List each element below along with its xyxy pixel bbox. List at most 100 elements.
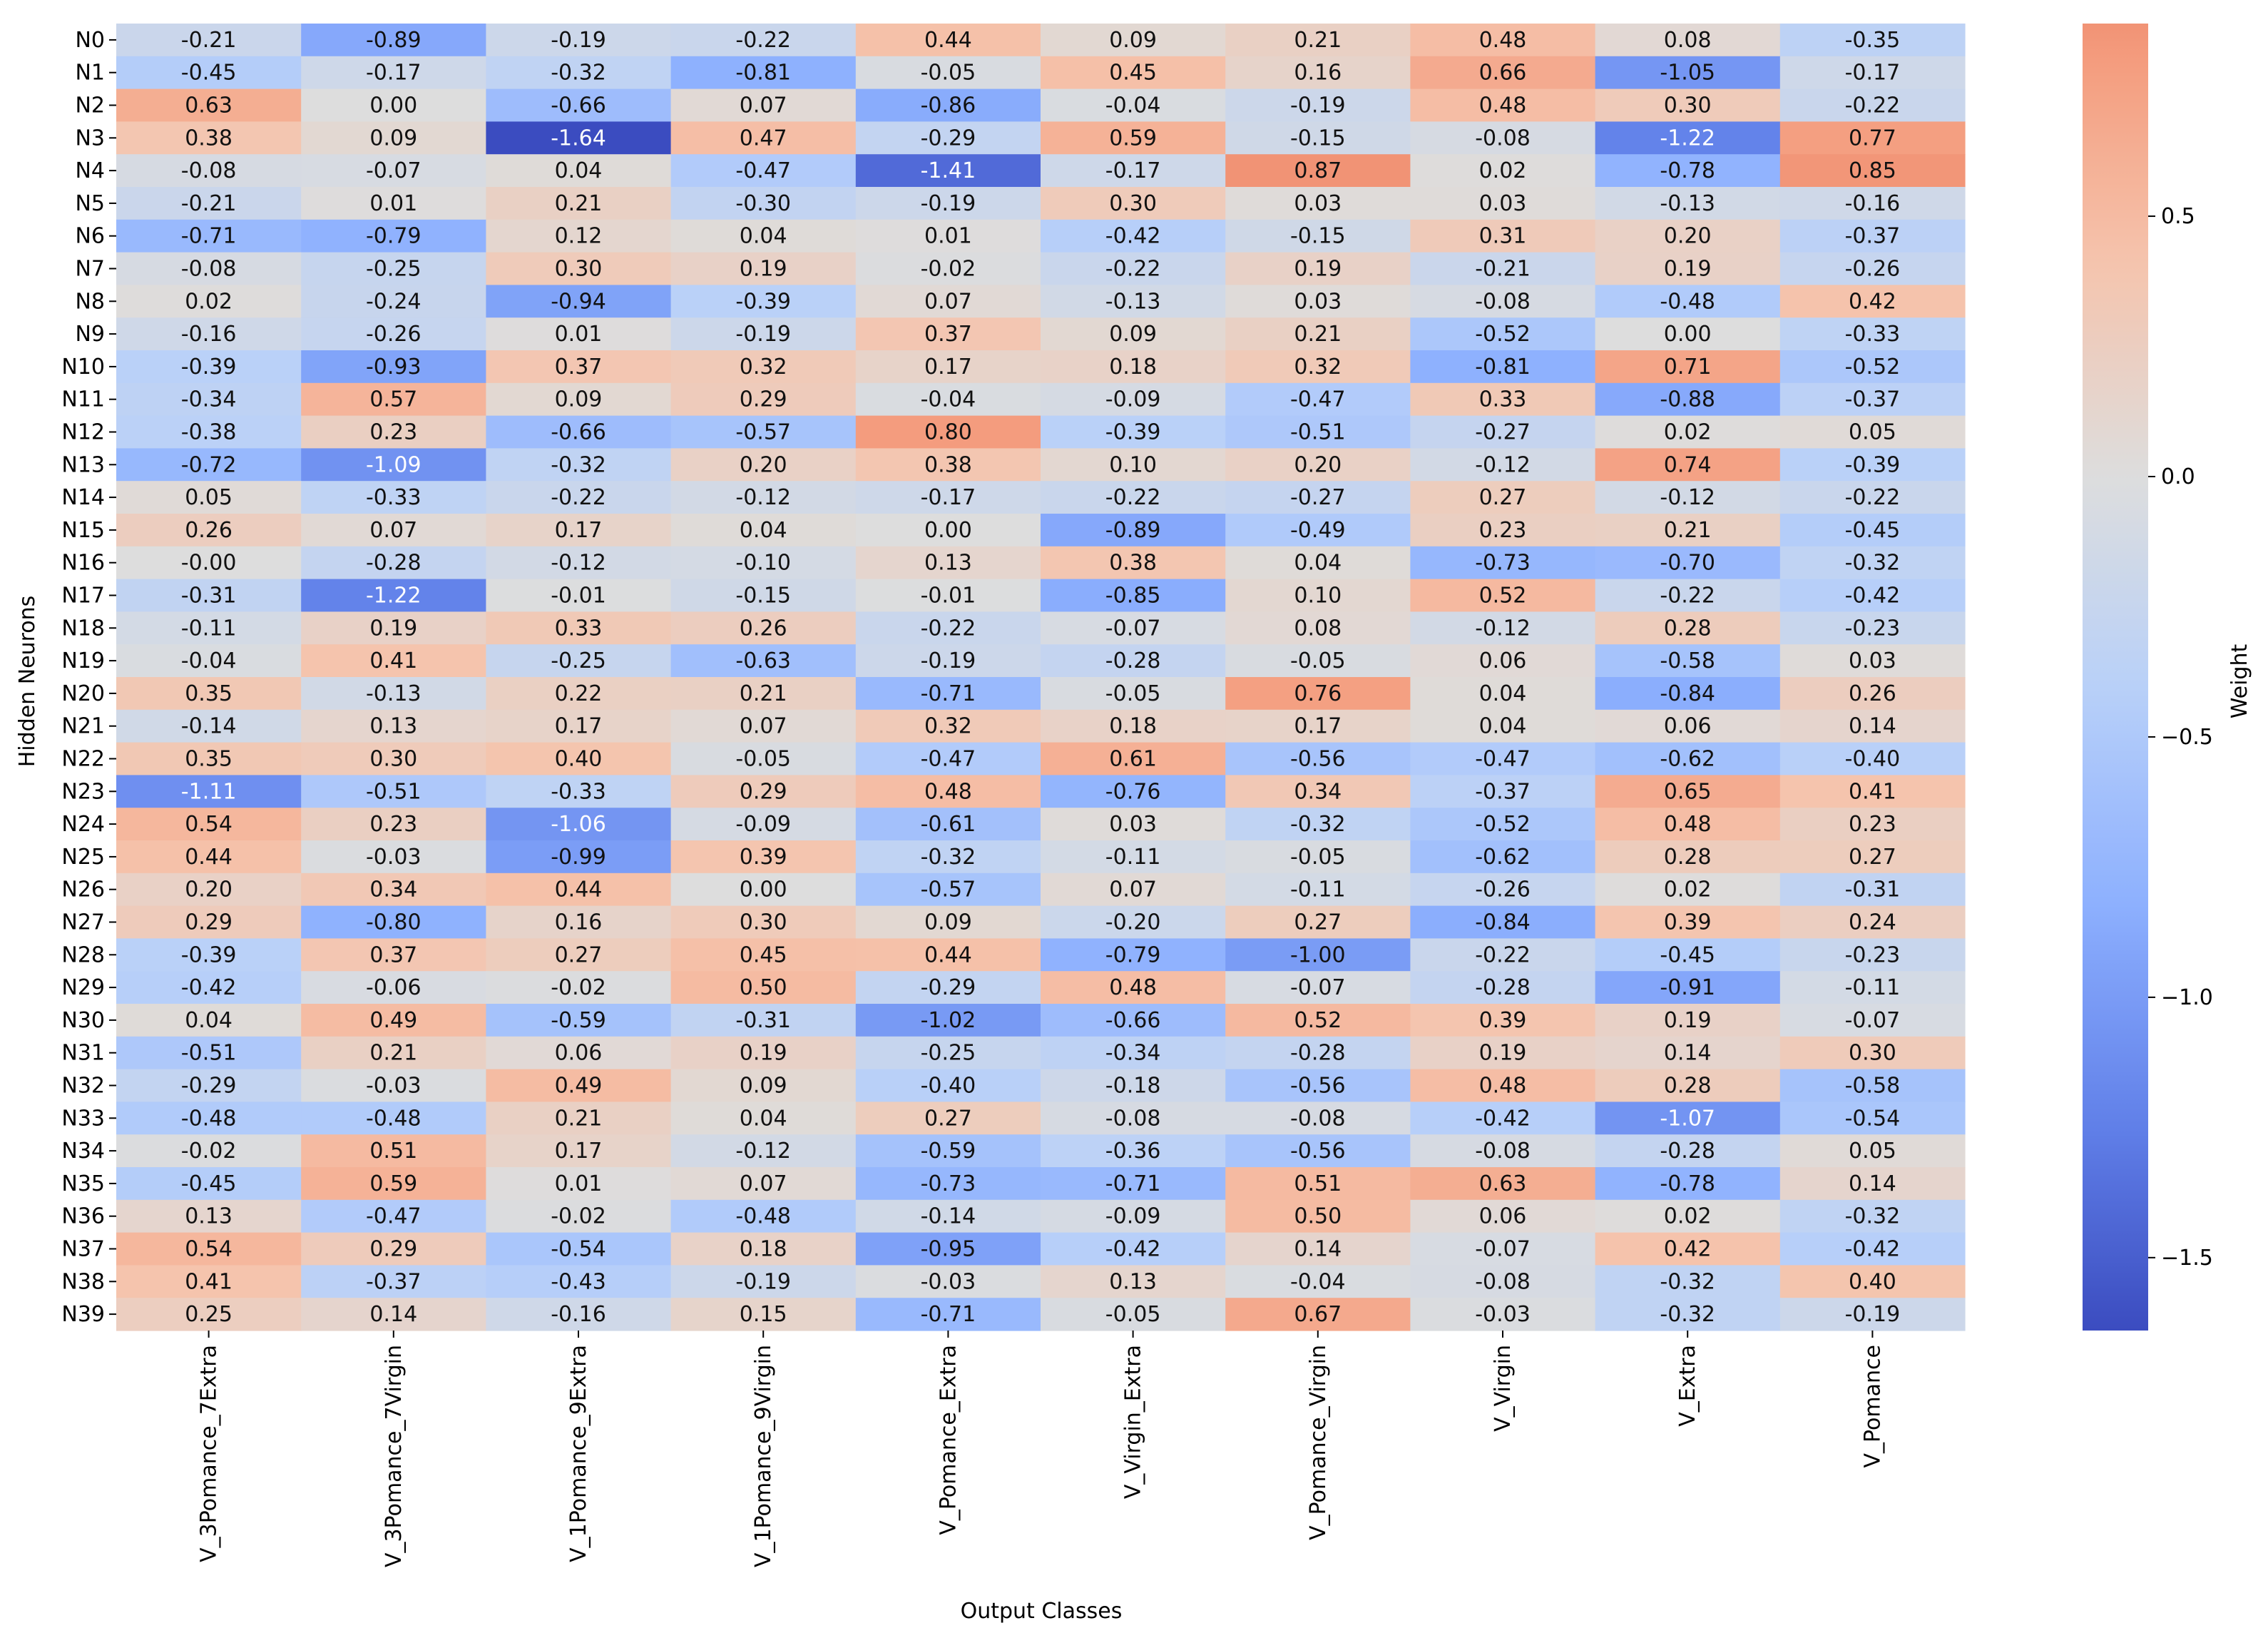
- cell-value-label: -0.11: [1290, 878, 1346, 902]
- cell-value-label: -1.64: [551, 126, 606, 151]
- cell-value-label: -0.45: [181, 61, 237, 86]
- cell-value-label: -0.22: [1845, 485, 1901, 510]
- heatmap-cell: [116, 285, 302, 318]
- heatmap-cell: [855, 187, 1041, 220]
- heatmap-cell: [1410, 56, 1596, 90]
- heatmap-cell: [486, 121, 672, 155]
- heatmap-cell: [1779, 514, 1966, 547]
- cell-value-label: 0.07: [1109, 878, 1157, 902]
- cell-value-label: -0.17: [1845, 61, 1901, 86]
- cell-value-label: 0.80: [924, 420, 972, 445]
- cell-value-label: -0.33: [551, 779, 606, 804]
- cell-value-label: -0.89: [366, 28, 422, 53]
- cell-value-label: -0.56: [1290, 1074, 1346, 1099]
- heatmap-cell: [1779, 1036, 1966, 1070]
- cell-value-label: 0.28: [1664, 845, 1712, 870]
- heatmap-cell: [670, 481, 857, 514]
- heatmap-cell: [116, 415, 302, 449]
- heatmap-cell: [1779, 24, 1966, 57]
- cell-value-label: 0.74: [1664, 452, 1712, 477]
- cell-value-label: -0.09: [1105, 387, 1161, 412]
- y-tick-label: N4: [75, 158, 105, 183]
- cell-value-label: -0.62: [1660, 747, 1715, 772]
- cell-value-label: -0.27: [1475, 420, 1531, 445]
- heatmap-cells: [116, 24, 1966, 1331]
- y-tick-label: N11: [61, 387, 105, 412]
- heatmap-cell: [670, 644, 857, 678]
- cell-value-label: -0.42: [1475, 1106, 1531, 1131]
- heatmap-cell: [1041, 546, 1226, 580]
- heatmap-cell: [1595, 1199, 1781, 1233]
- cell-value-label: -0.21: [181, 191, 237, 216]
- cell-value-label: 0.23: [369, 420, 417, 445]
- cell-value-label: -0.76: [1105, 779, 1161, 804]
- cell-value-label: -0.08: [1475, 126, 1531, 151]
- cell-value-label: -0.01: [551, 584, 606, 609]
- y-tick-label: N20: [61, 681, 105, 706]
- cell-value-label: 0.13: [1109, 1269, 1157, 1294]
- heatmap-cell: [1595, 1069, 1781, 1102]
- heatmap-cell: [1041, 742, 1226, 775]
- heatmap-cell: [1779, 285, 1966, 318]
- cell-value-label: -0.04: [921, 387, 976, 412]
- cell-value-label: -0.07: [1475, 1237, 1531, 1262]
- cell-value-label: 0.26: [185, 518, 233, 543]
- heatmap-cell: [670, 317, 857, 351]
- cell-value-label: 0.07: [740, 714, 787, 739]
- cell-value-label: 0.14: [1849, 1171, 1896, 1196]
- heatmap-cell: [301, 808, 486, 841]
- heatmap-cell: [1410, 546, 1596, 580]
- heatmap-cell: [1595, 1232, 1781, 1266]
- heatmap-cell: [1779, 611, 1966, 645]
- cell-value-label: 0.34: [369, 878, 417, 902]
- cell-value-label: -0.22: [1105, 485, 1161, 510]
- cell-value-label: -0.03: [366, 845, 422, 870]
- cell-value-label: -0.45: [1845, 518, 1901, 543]
- cell-value-label: 0.23: [1849, 812, 1896, 837]
- cell-value-label: -0.99: [551, 845, 606, 870]
- heatmap-cell: [116, 840, 302, 874]
- heatmap-cell: [486, 154, 672, 188]
- heatmap-cell: [670, 1069, 857, 1102]
- cell-value-label: -0.16: [1845, 191, 1901, 216]
- heatmap-cell: [1041, 873, 1226, 907]
- cell-value-label: -0.32: [921, 845, 976, 870]
- heatmap-cell: [1041, 644, 1226, 678]
- cell-value-label: 0.01: [555, 1171, 603, 1196]
- y-tick-label: N0: [75, 28, 105, 53]
- heatmap-cell: [1779, 873, 1966, 907]
- heatmap-cell: [1041, 938, 1226, 972]
- cell-value-label: 0.41: [1849, 779, 1896, 804]
- heatmap-cell: [1225, 1298, 1411, 1331]
- cell-value-label: -0.84: [1660, 681, 1715, 706]
- cell-value-label: -0.12: [735, 1139, 791, 1164]
- cell-value-label: -0.21: [181, 28, 237, 53]
- cell-value-label: -0.47: [921, 747, 976, 772]
- y-tick-label: N6: [75, 224, 105, 249]
- heatmap-cell: [1225, 350, 1411, 384]
- heatmap-cell: [1595, 154, 1781, 188]
- cell-value-label: 0.49: [369, 1008, 417, 1033]
- heatmap-cell: [1595, 1036, 1781, 1070]
- heatmap-cell: [116, 121, 302, 155]
- cell-value-label: 0.65: [1664, 779, 1712, 804]
- cell-value-label: -1.00: [1290, 942, 1346, 967]
- heatmap-cell: [301, 285, 486, 318]
- heatmap-cell: [670, 873, 857, 907]
- heatmap-cell: [1779, 1134, 1966, 1168]
- cell-value-label: 0.29: [369, 1237, 417, 1262]
- cell-value-label: -0.11: [1845, 975, 1901, 1000]
- cell-value-label: -1.11: [181, 779, 237, 804]
- cell-value-label: 0.14: [1849, 714, 1896, 739]
- heatmap-cell: [855, 546, 1041, 580]
- cell-value-label: -0.08: [181, 257, 237, 282]
- heatmap-cell: [1225, 448, 1411, 482]
- cell-value-label: -0.62: [1475, 845, 1531, 870]
- heatmap-cell: [855, 88, 1041, 122]
- cell-value-label: -0.14: [181, 714, 237, 739]
- heatmap-cell: [1225, 187, 1411, 220]
- cell-value-label: 0.17: [555, 1139, 603, 1164]
- heatmap-cell: [1779, 219, 1966, 253]
- heatmap-cell: [670, 808, 857, 841]
- cell-value-label: 0.21: [1664, 518, 1712, 543]
